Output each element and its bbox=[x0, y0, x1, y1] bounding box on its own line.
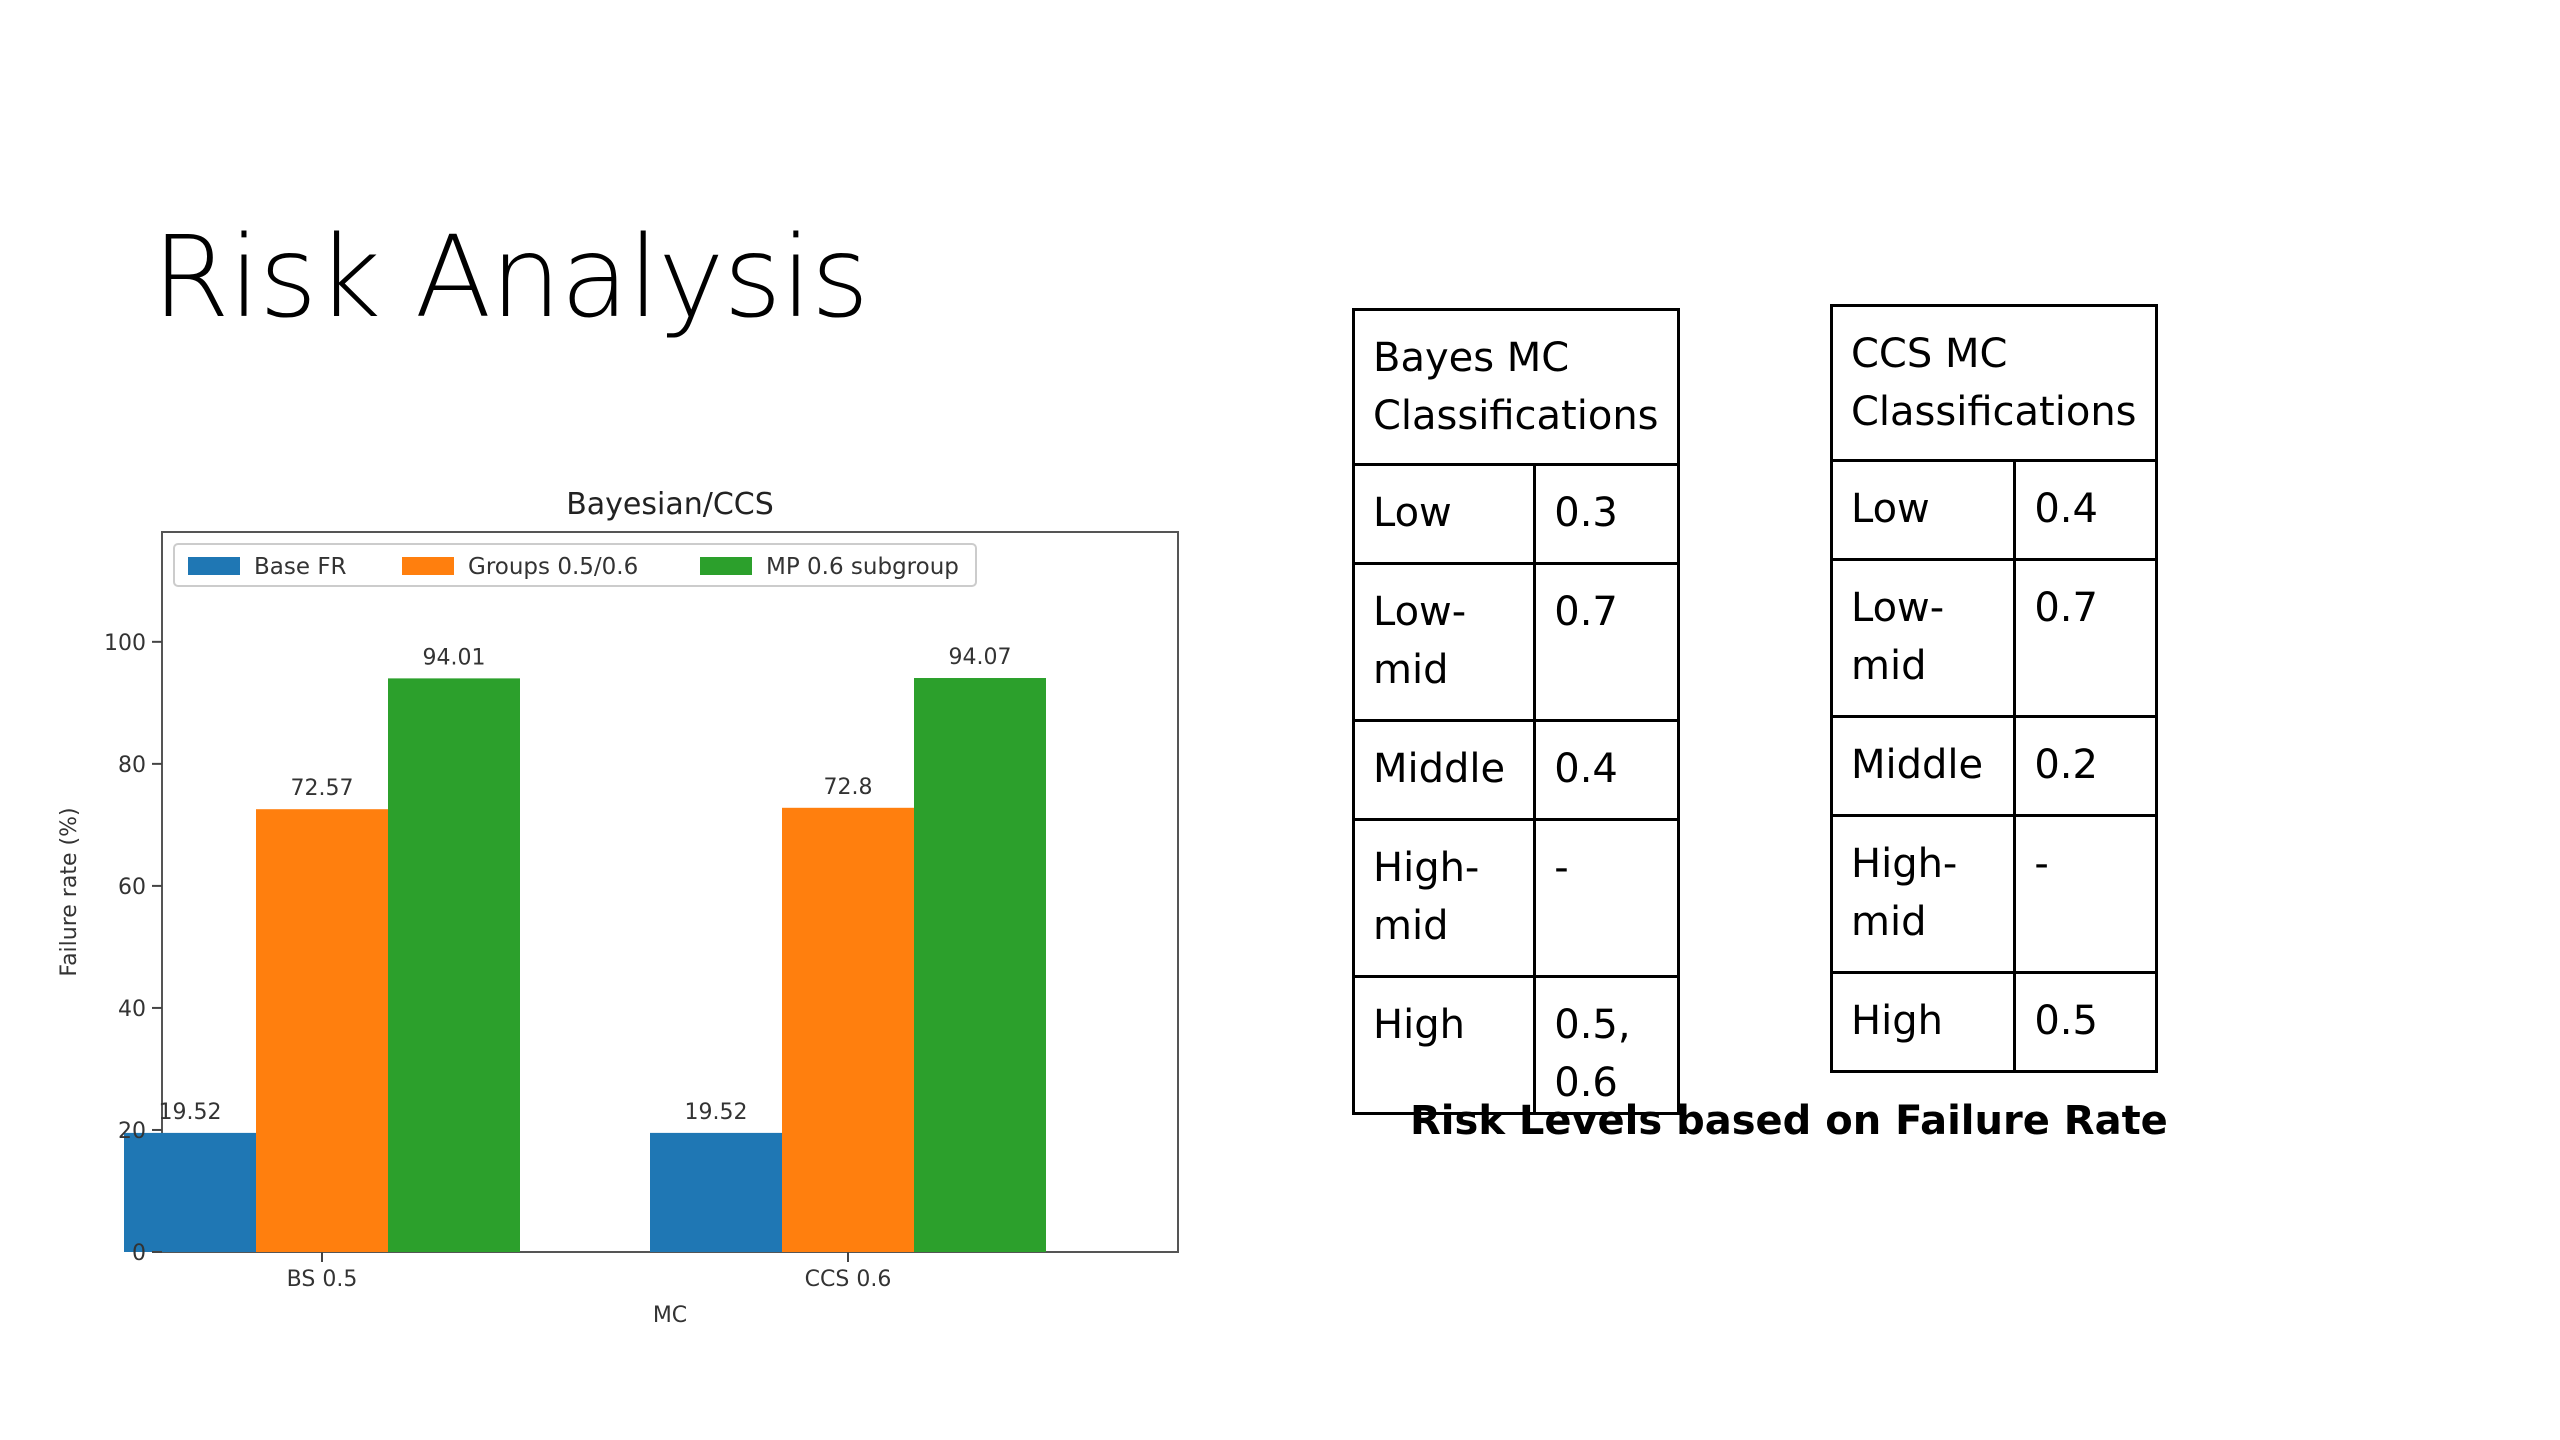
legend-box bbox=[173, 543, 977, 587]
x-tick-label: BS 0.5 bbox=[287, 1267, 358, 1292]
risk-value-cell: 0.4 bbox=[1533, 719, 1680, 821]
legend: Base FR Groups 0.5/0.6 MP 0.6 subgroup bbox=[173, 543, 977, 587]
bar-value-label: 19.52 bbox=[685, 1100, 748, 1125]
x-axis: BS 0.5 CCS 0.6 bbox=[287, 1252, 892, 1292]
legend-label-base-fr: Base FR bbox=[254, 554, 347, 580]
table-row: Middle 0.2 bbox=[1829, 715, 2158, 817]
bar-value-label: 94.01 bbox=[423, 645, 486, 670]
y-axis: 0 20 40 60 80 100 bbox=[104, 631, 162, 1266]
y-tick-label: 80 bbox=[118, 753, 146, 778]
x-axis-label: MC bbox=[653, 1303, 687, 1328]
bar-groups-0-5-0-6-0 bbox=[256, 809, 388, 1252]
table-header-row: Bayes MC Classifications bbox=[1352, 308, 1680, 466]
risk-value-cell: - bbox=[1533, 818, 1680, 978]
risk-value-cell: 0.7 bbox=[2013, 558, 2158, 718]
y-tick-label: 40 bbox=[118, 997, 146, 1022]
tables-caption: Risk Levels based on Failure Rate bbox=[1410, 1098, 2168, 1144]
risk-value-cell: 0.3 bbox=[1533, 463, 1680, 565]
risk-value-cell: 0.5 bbox=[2013, 971, 2158, 1073]
table-row: Low-mid 0.7 bbox=[1351, 562, 1680, 722]
risk-level-cell: High-mid bbox=[1351, 818, 1537, 978]
legend-label-mp: MP 0.6 subgroup bbox=[766, 554, 959, 580]
bar-value-label: 72.8 bbox=[824, 775, 873, 800]
table-row: High-mid - bbox=[1829, 814, 2158, 974]
bars bbox=[124, 678, 1046, 1252]
table-header: CCS MC Classifications bbox=[1830, 304, 2158, 462]
risk-value-cell: 0.7 bbox=[1533, 562, 1680, 722]
risk-value-cell: - bbox=[2013, 814, 2158, 974]
risk-level-cell: Low bbox=[1829, 459, 2017, 561]
bar-value-label: 94.07 bbox=[949, 645, 1012, 670]
risk-level-cell: High bbox=[1351, 975, 1537, 1115]
y-axis-label: Failure rate (%) bbox=[57, 807, 82, 976]
risk-level-cell: Low-mid bbox=[1829, 558, 2017, 718]
y-tick-label: 60 bbox=[118, 875, 146, 900]
slide-title: Risk Analysis bbox=[152, 213, 869, 343]
risk-value-cell: 0.2 bbox=[2013, 715, 2158, 817]
y-tick-label: 20 bbox=[118, 1119, 146, 1144]
legend-swatch-mp bbox=[700, 557, 752, 575]
bar-labels: 19.52 19.52 72.57 72.8 94.01 94.07 bbox=[159, 645, 1012, 1125]
bayes-classification-table: Bayes MC Classifications Low 0.3 Low-mid… bbox=[1351, 308, 1680, 1115]
risk-value-cell: 0.5, 0.6 bbox=[1533, 975, 1680, 1115]
risk-level-cell: Middle bbox=[1829, 715, 2017, 817]
bar-value-label: 72.57 bbox=[291, 776, 354, 801]
chart-title: Bayesian/CCS bbox=[566, 487, 774, 522]
legend-label-groups: Groups 0.5/0.6 bbox=[468, 554, 638, 580]
x-tick-label: CCS 0.6 bbox=[805, 1267, 892, 1292]
bar-base-fr-0 bbox=[124, 1132, 256, 1252]
ccs-classification-table: CCS MC Classifications Low 0.4 Low-mid 0… bbox=[1829, 304, 2158, 1073]
bar-mp-0-6-subgroup-0 bbox=[388, 678, 520, 1252]
table-row: High-mid - bbox=[1351, 818, 1680, 978]
bar-value-label: 19.52 bbox=[159, 1100, 222, 1125]
table-header-row: CCS MC Classifications bbox=[1830, 304, 2158, 462]
legend-swatch-base-fr bbox=[188, 557, 240, 575]
risk-level-cell: High-mid bbox=[1829, 814, 2017, 974]
table-header: Bayes MC Classifications bbox=[1352, 308, 1680, 466]
bar-mp-0-6-subgroup-1 bbox=[914, 678, 1046, 1252]
risk-value-cell: 0.4 bbox=[2013, 459, 2158, 561]
table-row: High 0.5 bbox=[1829, 971, 2158, 1073]
table-row: High 0.5, 0.6 bbox=[1351, 975, 1680, 1115]
table-row: Middle 0.4 bbox=[1351, 719, 1680, 821]
table-row: Low-mid 0.7 bbox=[1829, 558, 2158, 718]
risk-level-cell: Low-mid bbox=[1351, 562, 1537, 722]
bar-chart: Bayesian/CCS 19.52 19.52 72.57 72.8 94.01 94.… bbox=[57, 487, 1179, 1328]
y-tick-label: 0 bbox=[132, 1241, 146, 1266]
table-row: Low 0.4 bbox=[1829, 459, 2158, 561]
risk-level-cell: Low bbox=[1351, 463, 1537, 565]
y-tick-label: 100 bbox=[104, 631, 146, 656]
risk-level-cell: High bbox=[1829, 971, 2017, 1073]
risk-level-cell: Middle bbox=[1351, 719, 1537, 821]
legend-swatch-groups bbox=[402, 557, 454, 575]
bar-groups-0-5-0-6-1 bbox=[782, 807, 914, 1252]
bar-base-fr-1 bbox=[650, 1132, 782, 1252]
table-row: Low 0.3 bbox=[1351, 463, 1680, 565]
